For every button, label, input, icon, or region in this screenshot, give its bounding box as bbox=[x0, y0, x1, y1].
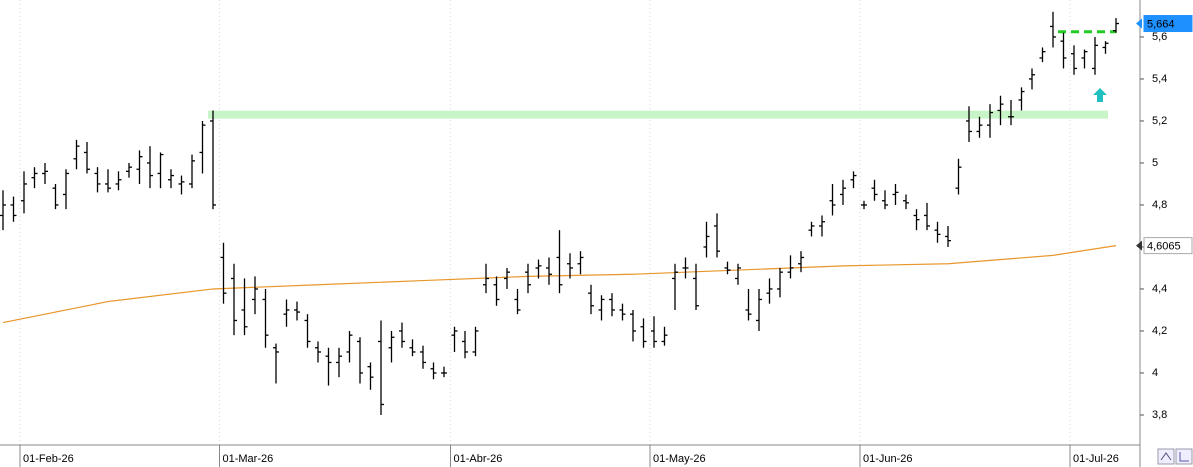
arrow-icon bbox=[1093, 88, 1107, 102]
y-tick-label: 4,8 bbox=[1152, 199, 1167, 211]
price-label: 5,664 bbox=[1147, 18, 1175, 30]
y-tick-label: 5,6 bbox=[1152, 31, 1167, 43]
y-tick-label: 5,4 bbox=[1152, 73, 1167, 85]
y-tick-label: 3,8 bbox=[1152, 409, 1167, 421]
price-box bbox=[1143, 15, 1193, 33]
icon-button[interactable] bbox=[1157, 448, 1175, 465]
y-tick-label: 4 bbox=[1152, 367, 1158, 379]
icon-glyph bbox=[1160, 452, 1172, 461]
axis-panel bbox=[1140, 0, 1193, 467]
x-tick-label: 01-Mar-26 bbox=[223, 453, 274, 465]
price-marker bbox=[1136, 18, 1142, 29]
x-tick-label: 01-Jul-26 bbox=[1073, 453, 1119, 465]
moving-average bbox=[2, 245, 1117, 324]
x-tick-label: 01-Jun-26 bbox=[863, 453, 913, 465]
y-tick-label: 4,4 bbox=[1152, 283, 1167, 295]
x-tick-label: 01-Abr-26 bbox=[454, 453, 503, 465]
price-label: 4,6065 bbox=[1147, 241, 1181, 253]
price-marker bbox=[1136, 240, 1142, 251]
y-tick-label: 5,2 bbox=[1152, 115, 1167, 127]
price-box bbox=[1143, 237, 1193, 255]
x-tick-label: 01-May-26 bbox=[653, 453, 706, 465]
icon-glyph bbox=[1179, 452, 1189, 462]
y-tick-label: 4,2 bbox=[1152, 325, 1167, 337]
icon-button[interactable] bbox=[1175, 448, 1193, 465]
x-tick-label: 01-Feb-26 bbox=[23, 453, 74, 465]
y-tick-label: 5 bbox=[1152, 157, 1158, 169]
